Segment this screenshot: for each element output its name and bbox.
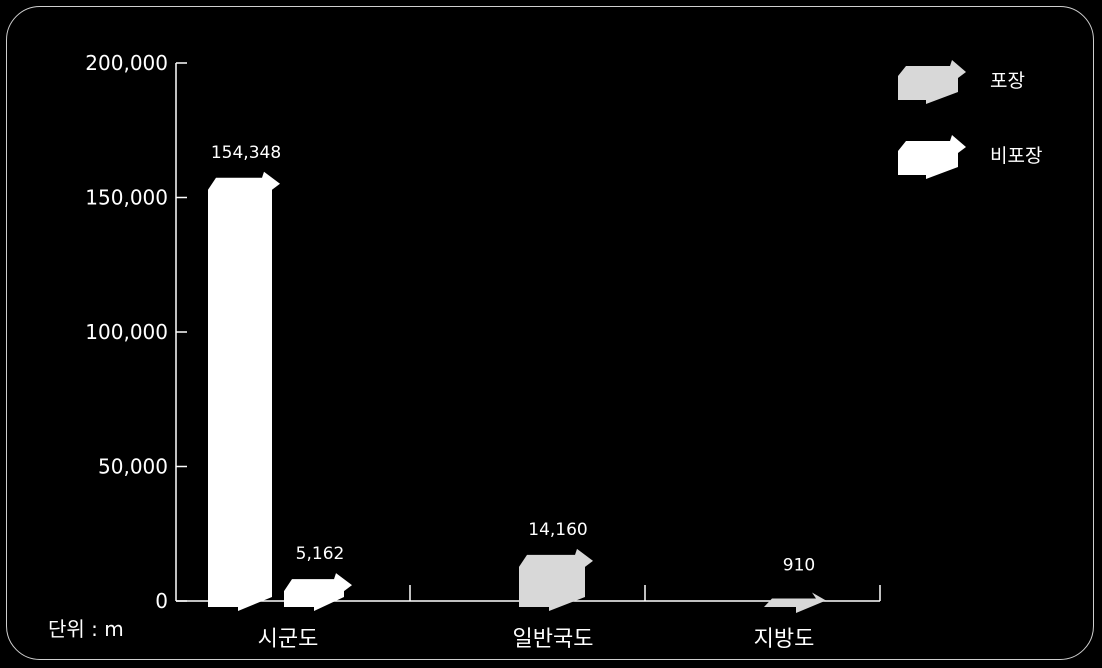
data-label: 14,160 [528,520,587,540]
y-tick-label: 50,000 [98,455,168,479]
x-category-label: 지방도 [754,627,815,652]
bar-layer [208,171,826,613]
legend-label: 비포장 [990,145,1042,167]
legend-label: 포장 [990,70,1025,92]
bar [284,573,352,611]
y-tick-label: 100,000 [85,320,168,344]
y-tick-label: 200,000 [85,51,168,75]
y-tick-label: 150,000 [85,186,168,210]
unit-label: 단위 : m [48,617,124,641]
bar [519,548,593,611]
data-label: 5,162 [296,544,345,564]
x-category-label: 일반국도 [513,627,594,652]
legend-swatch [898,135,966,179]
legend-swatch [898,60,966,104]
axis-layer: 0 50,000 100,000 150,000 200,000 시군도 일반국도 지방도 [85,51,881,652]
y-tick-label: 0 [155,589,168,613]
bar [764,592,826,613]
x-category-label: 시군도 [258,627,319,652]
data-label: 910 [783,556,815,576]
bar [208,171,280,611]
data-label: 154,348 [211,143,281,163]
label-layer: 154,348 5,162 14,160 910 [211,143,815,576]
chart-frame [6,6,1094,660]
